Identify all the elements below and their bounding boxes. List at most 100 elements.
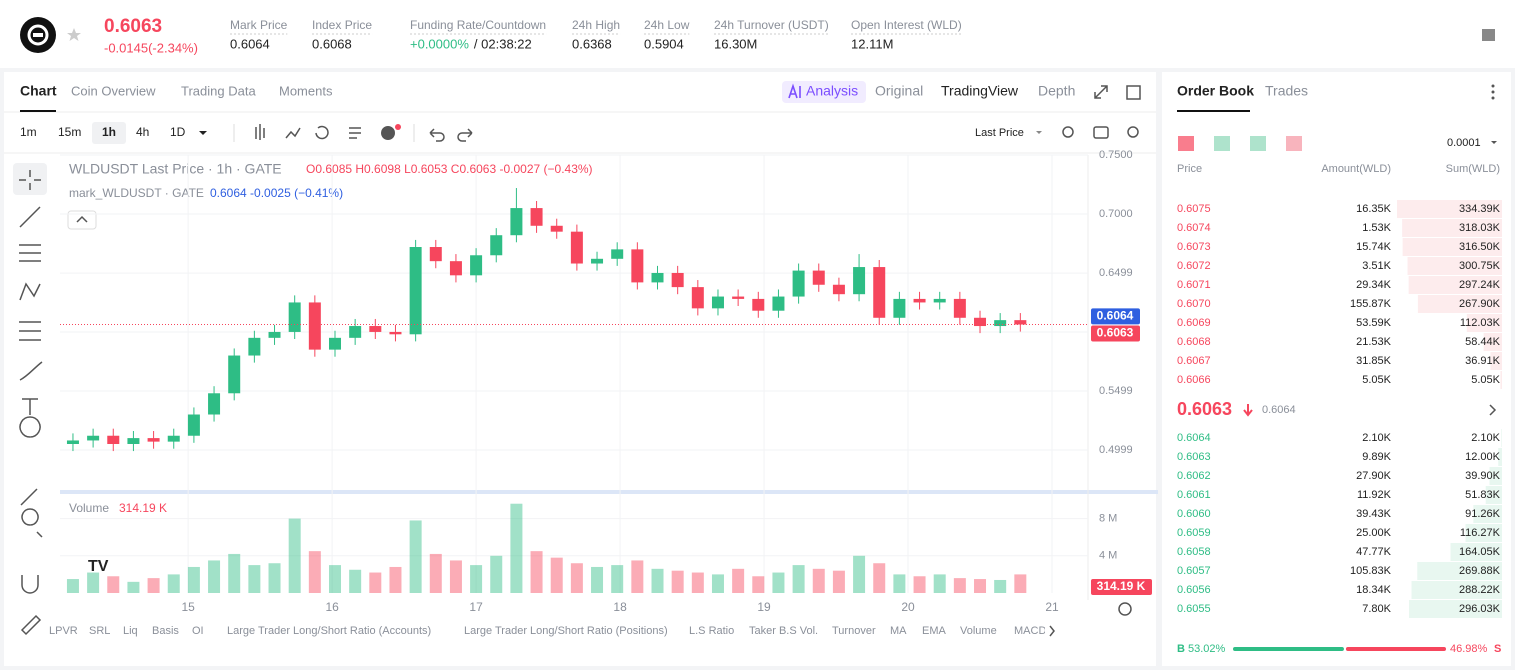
menu-dot[interactable] <box>1491 84 1495 88</box>
book-price[interactable]: 0.6064 <box>1177 432 1211 444</box>
tool-icons[interactable] <box>255 124 361 140</box>
book-price[interactable]: 0.6074 <box>1177 222 1211 234</box>
tab[interactable]: Moments <box>279 83 333 98</box>
book-price[interactable]: 0.6058 <box>1177 546 1211 558</box>
indicator-tab[interactable]: L.S Ratio <box>689 625 734 637</box>
tab[interactable]: Trading Data <box>181 83 256 98</box>
book-price[interactable]: 0.6055 <box>1177 603 1211 615</box>
volume-bar <box>691 572 704 593</box>
book-amount: 31.85K <box>1356 355 1392 367</box>
indicator-tab[interactable]: Large Trader Long/Short Ratio (Positions… <box>464 625 668 637</box>
book-price[interactable]: 0.6070 <box>1177 298 1211 310</box>
candle-body <box>288 302 301 332</box>
volume-bar <box>853 555 866 593</box>
caret[interactable] <box>199 131 207 135</box>
drawing-tools[interactable] <box>19 170 43 636</box>
book-tab[interactable]: Trades <box>1265 83 1308 99</box>
indicator-tab[interactable]: MACD <box>1014 625 1046 637</box>
depth-bar <box>1473 505 1502 523</box>
book-price[interactable]: 0.6067 <box>1177 355 1211 367</box>
book-price[interactable]: 0.6063 <box>1177 451 1211 463</box>
view-tab[interactable]: TradingView <box>941 83 1019 99</box>
indicator-tab[interactable]: Volume <box>960 625 997 637</box>
indicator-tab[interactable]: Turnover <box>832 625 876 637</box>
indicator-tab[interactable]: SRL <box>89 625 110 637</box>
scroll-arrow[interactable] <box>1049 625 1055 637</box>
menu-dot <box>1491 96 1495 100</box>
price-source[interactable]: Last Price <box>975 127 1024 139</box>
book-price[interactable]: 0.6068 <box>1177 336 1211 348</box>
y-tick-label: 0.4999 <box>1099 444 1133 456</box>
interval[interactable]: 15m <box>58 125 81 139</box>
book-price[interactable]: 0.6060 <box>1177 508 1211 520</box>
settings-icon[interactable] <box>1127 126 1139 138</box>
expand-icon[interactable] <box>1094 85 1108 99</box>
view-tab[interactable]: Depth <box>1038 83 1075 99</box>
indicator-icon[interactable] <box>381 126 395 140</box>
depth-bar <box>1402 219 1502 237</box>
indicator-tab[interactable]: Liq <box>123 625 138 637</box>
book-price[interactable]: 0.6061 <box>1177 489 1211 501</box>
book-price[interactable]: 0.6057 <box>1177 565 1211 577</box>
indicator-tab[interactable]: EMA <box>922 625 947 637</box>
volume-bar <box>550 557 563 593</box>
favorite-star[interactable] <box>67 28 81 41</box>
book-price[interactable]: 0.6066 <box>1177 374 1211 386</box>
book-amount: 27.90K <box>1356 470 1392 482</box>
indicator-tab[interactable]: Basis <box>152 625 179 637</box>
analysis-pill[interactable] <box>782 81 866 103</box>
interval[interactable]: 1D <box>170 125 186 139</box>
candle-body <box>228 355 241 394</box>
depth-bar <box>1465 524 1502 542</box>
book-price[interactable]: 0.6062 <box>1177 470 1211 482</box>
interval[interactable]: 4h <box>136 125 149 139</box>
window-icon[interactable] <box>1126 85 1141 100</box>
view-tab[interactable]: Analysis <box>806 83 858 99</box>
view-tab[interactable]: Original <box>875 83 923 99</box>
interval[interactable]: 1m <box>20 125 37 139</box>
tab[interactable]: Chart <box>20 83 57 99</box>
indicator-tab[interactable]: MA <box>890 625 907 637</box>
candle-body <box>752 298 765 311</box>
precision[interactable]: 0.0001 <box>1447 137 1481 149</box>
caret[interactable] <box>1491 141 1497 144</box>
view-depth[interactable] <box>1286 136 1302 151</box>
more-arrow[interactable] <box>1489 404 1497 416</box>
ai-icon <box>788 83 801 99</box>
book-price[interactable]: 0.6069 <box>1177 317 1211 329</box>
interval[interactable]: 1h <box>102 125 116 139</box>
header-icon[interactable] <box>1482 29 1495 41</box>
search-icon[interactable] <box>1062 126 1074 138</box>
book-sum: 296.03K <box>1459 603 1501 615</box>
view-both[interactable] <box>1178 136 1194 151</box>
book-price[interactable]: 0.6056 <box>1177 584 1211 596</box>
candle-body <box>873 267 886 318</box>
book-price[interactable]: 0.6059 <box>1177 527 1211 539</box>
book-price[interactable]: 0.6075 <box>1177 203 1211 215</box>
volume-bar <box>873 563 886 593</box>
tab[interactable]: Coin Overview <box>71 83 156 98</box>
indicator-tab[interactable]: Taker B.S Vol. <box>749 625 818 637</box>
view-asks[interactable] <box>1250 136 1266 151</box>
camera-icon[interactable] <box>1093 126 1109 139</box>
view-bids[interactable] <box>1214 136 1230 151</box>
caret[interactable] <box>1036 131 1042 134</box>
candle-body <box>328 337 341 350</box>
indicator-tab[interactable]: Large Trader Long/Short Ratio (Accounts) <box>227 625 431 637</box>
indicator-tab[interactable]: OI <box>192 625 204 637</box>
settings-icon[interactable] <box>1118 602 1132 616</box>
undo-redo[interactable] <box>429 128 473 142</box>
book-amount: 29.34K <box>1356 279 1392 291</box>
depth-bar <box>1417 562 1502 580</box>
book-price[interactable]: 0.6071 <box>1177 279 1211 291</box>
logo-bar <box>33 33 43 37</box>
volume-bar <box>671 570 684 593</box>
collapse-button[interactable] <box>67 210 97 230</box>
book-tab[interactable]: Order Book <box>1177 83 1254 99</box>
buy-bar <box>1233 647 1344 651</box>
book-price[interactable]: 0.6073 <box>1177 241 1211 253</box>
book-price[interactable]: 0.6072 <box>1177 260 1211 272</box>
candle-body <box>107 435 120 444</box>
indicator-tab[interactable]: LPVR <box>49 625 78 637</box>
chart-panel <box>4 72 1156 666</box>
